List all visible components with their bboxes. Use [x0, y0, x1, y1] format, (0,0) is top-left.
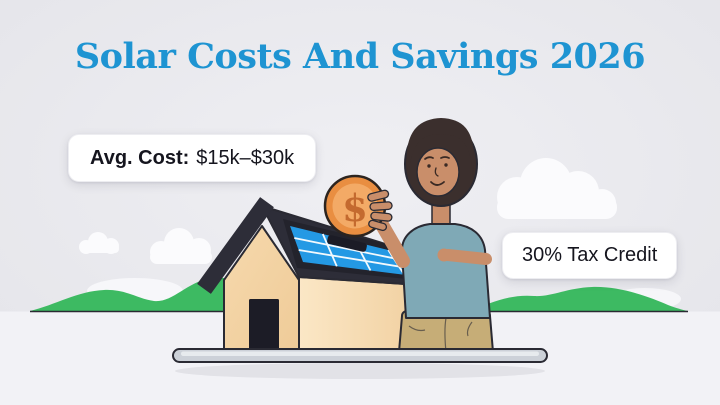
hair-fringe: [406, 118, 475, 178]
page-title: Solar Costs And Savings 2026: [74, 36, 646, 77]
roof-left-slope: [197, 197, 274, 294]
hill-right: [472, 286, 688, 311]
person-head: [404, 118, 478, 207]
face-features: [424, 156, 450, 186]
face: [416, 147, 460, 197]
coin-slot: [327, 235, 367, 252]
cloud-mid-left: [150, 228, 212, 264]
person-bent-forearm: [442, 249, 492, 265]
platform-shadow: [175, 363, 545, 379]
door: [249, 299, 279, 352]
tax-credit-badge: 30% Tax Credit: [502, 232, 678, 279]
person-hand-on-coin: [367, 189, 393, 232]
cloud-big-right: [497, 158, 617, 219]
tax-credit-text: 30% Tax Credit: [522, 244, 658, 266]
avg-cost-badge: Avg. Cost: $15k–$30k: [68, 134, 317, 182]
avg-cost-label: Avg. Cost:: [90, 146, 190, 169]
person-shirt: [400, 223, 491, 319]
dollar-sign: $: [342, 186, 368, 230]
platform-highlight: [181, 351, 539, 356]
coin-inner-face: [332, 183, 378, 229]
platform: [172, 348, 548, 379]
avg-cost-value: $15k–$30k: [196, 146, 295, 169]
person-hand-left: [437, 248, 451, 262]
cloud-small-left: [79, 232, 119, 254]
person: [374, 118, 494, 353]
